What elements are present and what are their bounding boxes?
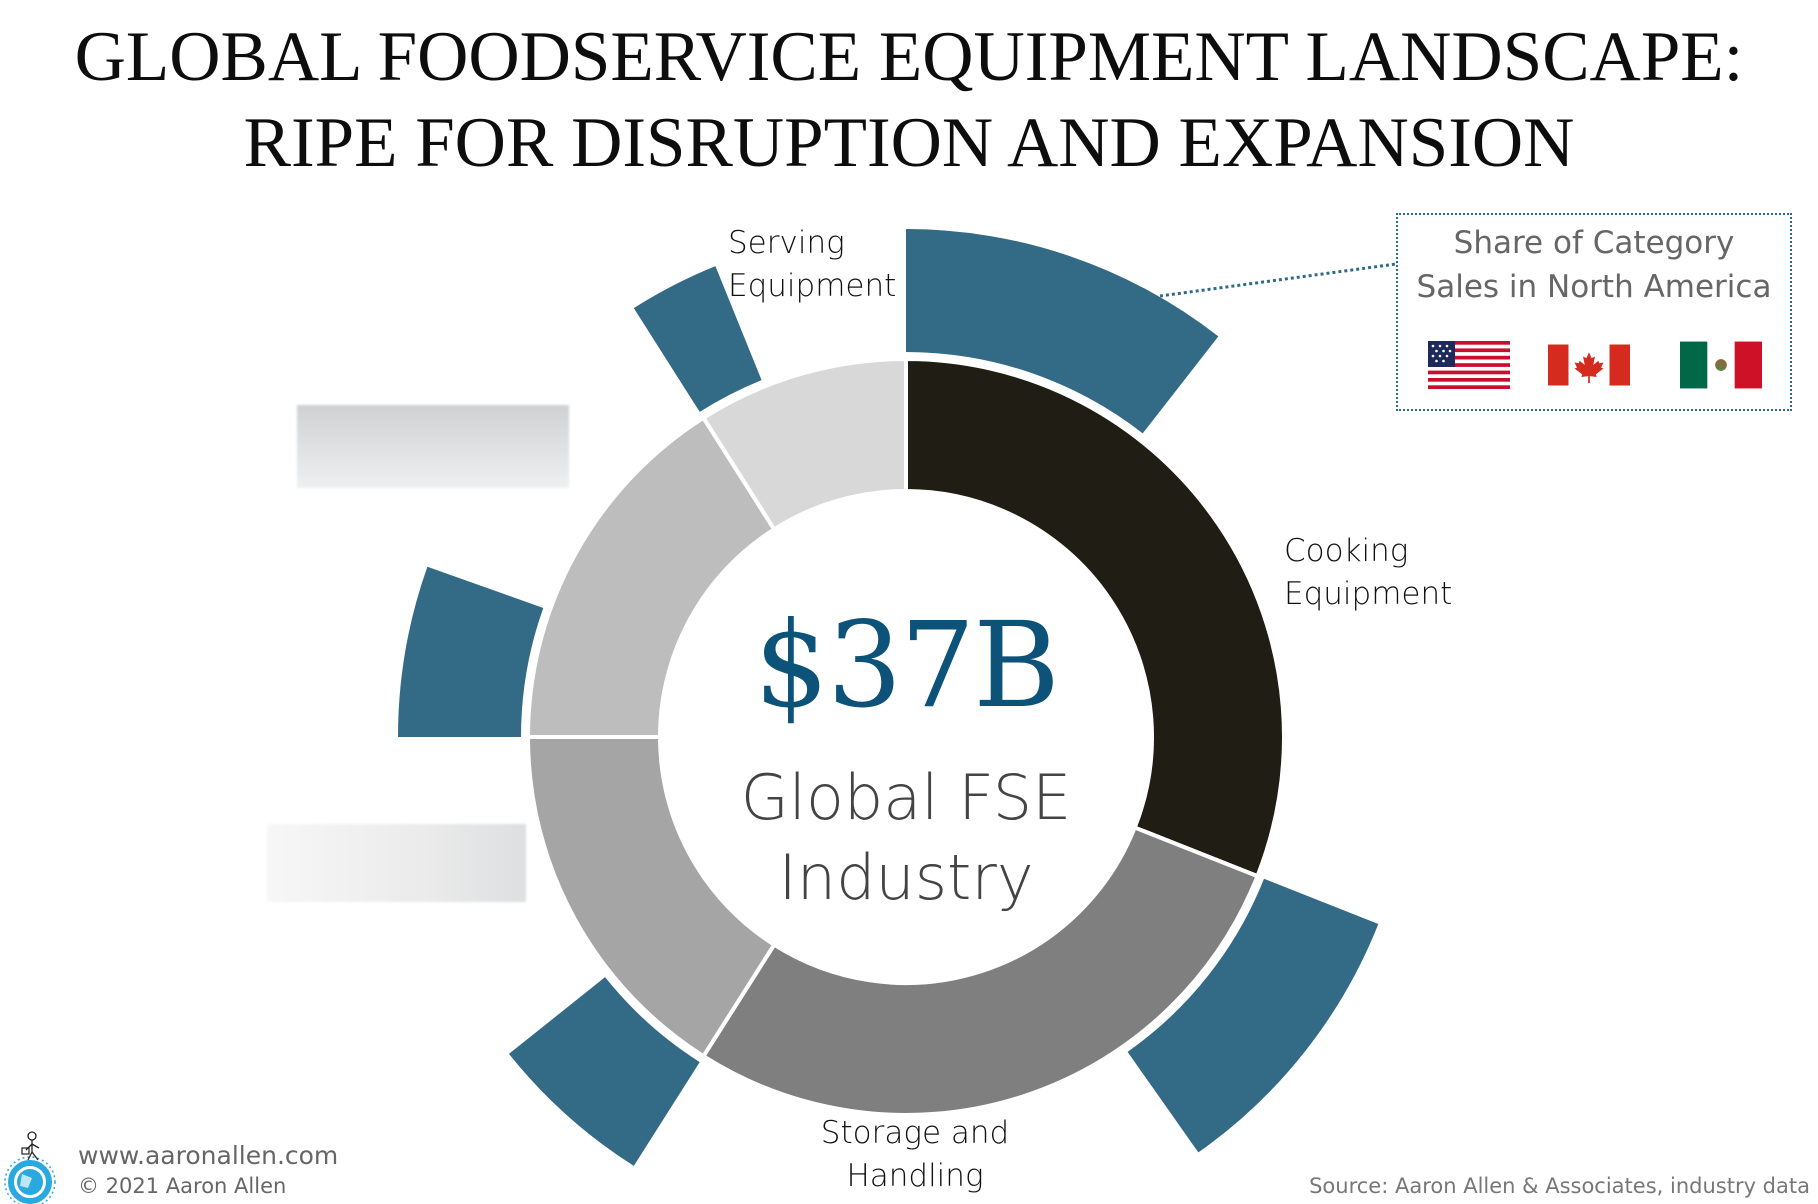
na-share-bar-storage bbox=[1127, 878, 1379, 1153]
ring-segment-cooking bbox=[904, 356, 1287, 879]
legend-leader-line bbox=[1159, 262, 1397, 298]
mexico-flag-icon bbox=[1680, 341, 1762, 389]
label-line: Equipment bbox=[728, 268, 897, 304]
ring-segment-serving bbox=[700, 356, 908, 533]
source-note: Source: Aaron Allen & Associates, indust… bbox=[1309, 1174, 1810, 1198]
copyright: © 2021 Aaron Allen bbox=[78, 1174, 287, 1198]
aaron-allen-globe-logo-icon bbox=[4, 1131, 56, 1204]
north-america-share-bars bbox=[398, 229, 1379, 1166]
na-share-bar-upper-left bbox=[398, 566, 544, 737]
us-flag-icon bbox=[1428, 341, 1510, 389]
total-market-value: $37B bbox=[754, 596, 1060, 734]
label-line: Handling bbox=[846, 1158, 984, 1194]
label-cooking-equipment: Cooking Equipment bbox=[1284, 530, 1452, 616]
legend-title-line: Share of Category bbox=[1453, 225, 1735, 261]
label-storage-handling: Storage and Handling bbox=[780, 1112, 1050, 1198]
na-share-bar-cooking bbox=[906, 229, 1219, 434]
label-line: Storage and bbox=[820, 1115, 1010, 1151]
label-line: Cooking bbox=[1284, 533, 1409, 569]
obscured-label-lower-left bbox=[267, 824, 526, 902]
label-serving-equipment: Serving Equipment bbox=[728, 222, 896, 308]
caption-line: Industry bbox=[778, 841, 1034, 914]
page-title: GLOBAL FOODSERVICE EQUIPMENT LANDSCAPE: … bbox=[0, 14, 1818, 186]
title-line-2: RIPE FOR DISRUPTION AND EXPANSION bbox=[243, 104, 1575, 182]
canada-flag-icon bbox=[1548, 344, 1630, 386]
category-ring bbox=[525, 356, 1287, 1117]
caption-line: Global FSE bbox=[740, 761, 1072, 834]
ring-segment-lower-left bbox=[525, 735, 777, 1059]
ring-segment-storage bbox=[700, 824, 1261, 1117]
ring-segment-upper-left bbox=[525, 415, 777, 739]
center-caption: Global FSE Industry bbox=[676, 758, 1136, 918]
label-line: Serving bbox=[728, 225, 845, 261]
website-link[interactable]: www.aaronallen.com bbox=[78, 1141, 339, 1170]
center-hole bbox=[662, 493, 1150, 981]
legend-title-line: Sales in North America bbox=[1416, 269, 1772, 305]
legend-title: Share of Category Sales in North America bbox=[1398, 221, 1790, 309]
legend: Share of Category Sales in North America bbox=[1396, 213, 1792, 411]
na-share-bar-serving bbox=[633, 266, 762, 412]
label-line: Equipment bbox=[1284, 576, 1453, 612]
na-share-bar-lower-left bbox=[508, 977, 700, 1166]
obscured-label-upper-left bbox=[297, 405, 569, 488]
title-line-1: GLOBAL FOODSERVICE EQUIPMENT LANDSCAPE: bbox=[74, 18, 1744, 96]
